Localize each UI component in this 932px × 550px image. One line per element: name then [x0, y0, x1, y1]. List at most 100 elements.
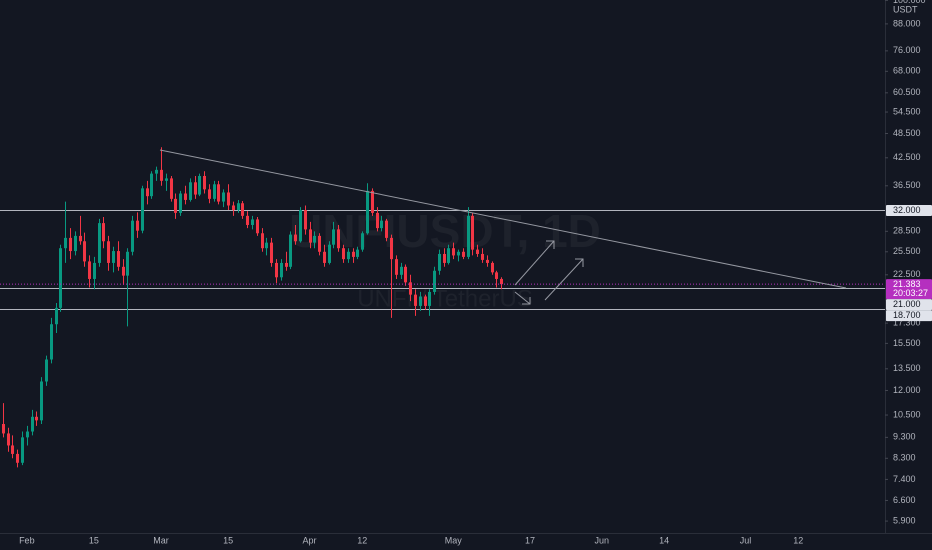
- candle-body: [280, 262, 283, 278]
- candle-body: [342, 248, 345, 260]
- candle-body: [285, 262, 288, 267]
- candle-body: [323, 251, 326, 263]
- candle-body: [208, 189, 211, 199]
- candle-body: [457, 251, 460, 256]
- candle-body: [395, 259, 398, 275]
- candle-body: [122, 266, 125, 276]
- candle-body: [318, 235, 321, 252]
- candle-body: [481, 253, 484, 260]
- candle-body: [74, 235, 77, 252]
- y-tick-label: 60.500: [893, 87, 921, 97]
- y-tick-label: 68.000: [893, 66, 921, 76]
- candle-body: [270, 242, 273, 263]
- x-tick-label: Jun: [595, 535, 610, 545]
- candle-body: [289, 234, 292, 267]
- candle-body: [126, 251, 129, 276]
- arrow-head: [522, 297, 531, 305]
- candle-body: [361, 233, 364, 250]
- candle-body: [189, 182, 192, 200]
- candle-body: [160, 169, 163, 181]
- y-tick-label: 13.500: [893, 363, 921, 373]
- candle-body: [179, 193, 182, 213]
- candle-body: [31, 416, 34, 432]
- y-tick-label: 5.900: [893, 515, 916, 525]
- x-tick-label: 12: [357, 535, 367, 545]
- candle-body: [438, 253, 441, 271]
- candle-body: [385, 220, 388, 238]
- level-label: 32.000: [893, 205, 921, 215]
- candle-body: [222, 192, 225, 202]
- candle-body: [313, 235, 316, 243]
- candle-body: [256, 219, 259, 234]
- candle-body: [55, 307, 58, 325]
- candle-body: [467, 215, 470, 257]
- candle-body: [419, 296, 422, 306]
- candle-body: [79, 235, 82, 242]
- x-tick-label: 15: [89, 535, 99, 545]
- candle-body: [476, 249, 479, 254]
- candle-body: [136, 220, 139, 231]
- candle-body: [347, 251, 350, 260]
- y-tick-label: 7.400: [893, 474, 916, 484]
- candle-body: [356, 249, 359, 257]
- candle-body: [69, 237, 72, 252]
- candle-body: [275, 262, 278, 278]
- level-box: [886, 299, 932, 311]
- plot-area: [0, 147, 885, 468]
- candle-body: [443, 253, 446, 263]
- candle-body: [112, 251, 115, 263]
- candle-body: [304, 210, 307, 230]
- last-price-label: 21.383: [893, 279, 921, 289]
- arrow-head: [546, 240, 555, 249]
- candle-body: [404, 266, 407, 283]
- candle-body: [102, 223, 105, 242]
- candle-body: [414, 294, 417, 306]
- watermark-subtitle: UNFI / TetherUS: [357, 285, 533, 312]
- candle-body: [107, 241, 110, 263]
- candle-body: [59, 248, 62, 308]
- candle-body: [409, 282, 412, 295]
- candle-body: [237, 203, 240, 211]
- candle-body: [7, 433, 10, 446]
- candle-body: [170, 178, 173, 199]
- candle-body: [428, 291, 431, 306]
- candle-body: [227, 192, 230, 206]
- candle-body: [64, 237, 67, 249]
- y-tick-label: 88.000: [893, 18, 921, 28]
- candle-body: [50, 324, 53, 360]
- candle-body: [309, 229, 312, 243]
- candle-body: [98, 223, 101, 263]
- candle-body: [217, 184, 220, 202]
- candle-body: [93, 262, 96, 279]
- candle-body: [462, 251, 465, 257]
- candle-body: [491, 262, 494, 273]
- y-tick-label: 28.500: [893, 226, 921, 236]
- candle-body: [2, 424, 5, 434]
- candle-body: [131, 220, 134, 252]
- x-tick-label: 12: [793, 535, 803, 545]
- candle-body: [261, 233, 264, 249]
- candle-body: [184, 193, 187, 200]
- candle-body: [117, 251, 120, 267]
- candle-body: [447, 248, 450, 263]
- y-tick-label: 22.500: [893, 269, 921, 279]
- candle-body: [26, 431, 29, 438]
- last-price-box: [886, 279, 932, 300]
- countdown: 20:03:27: [893, 288, 928, 298]
- candle-body: [198, 175, 201, 195]
- x-tick-label: 17: [525, 535, 535, 545]
- level-box: [886, 310, 932, 322]
- candle-body: [424, 296, 427, 306]
- candle-body: [471, 215, 474, 250]
- candle-body: [213, 184, 216, 199]
- y-tick-label: 36.500: [893, 180, 921, 190]
- candle-body: [486, 259, 489, 263]
- candle-body: [294, 234, 297, 242]
- candle-body: [21, 437, 24, 463]
- price-axis: 100.000 88.000 76.000 68.000 60.500 54.500 48.…: [885, 0, 932, 525]
- candle-body: [232, 205, 235, 211]
- candle-body: [400, 266, 403, 275]
